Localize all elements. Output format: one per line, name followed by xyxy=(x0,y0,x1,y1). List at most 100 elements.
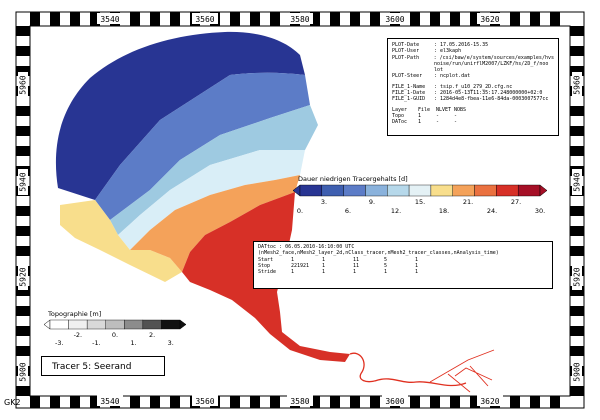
info-row: lot xyxy=(392,67,554,73)
frame-tick xyxy=(370,396,380,408)
info-key: PLOT-User xyxy=(392,48,420,55)
info-row: PLOT-Path: /csi/baw/e/system/sources/exa… xyxy=(392,55,554,61)
frame-tick xyxy=(130,396,140,408)
frame-tick xyxy=(90,396,100,408)
frame-tick xyxy=(570,106,584,116)
frame-tick xyxy=(90,12,100,26)
time-info-cell: Stride xyxy=(258,269,277,276)
river-branch-north xyxy=(429,349,495,393)
layer-cell: DAToc xyxy=(392,119,408,126)
layer-cell: NLVET xyxy=(436,106,452,113)
time-info-cell: 5 xyxy=(384,262,388,269)
info-value: : 1284d4e8-fbea-11e6-84da-0003007577cc xyxy=(434,96,549,103)
frame-tick xyxy=(16,146,30,156)
plot-info-box: PLOT-Date: 17.05.2016-15.35 PLOT-User: el… xyxy=(387,38,559,136)
time-info-table: Start 1 1 11 5 1 Stop 221921 1 11 5 1 Stride 1 1 1 1 1 xyxy=(258,257,446,276)
pale-water-region xyxy=(118,150,305,250)
frame-tick xyxy=(410,396,420,408)
axis-tick-label: 3600 xyxy=(382,13,408,24)
frame-tick xyxy=(170,396,180,408)
map-title: Tracer 5: Seerand xyxy=(52,362,132,372)
time-info-cell: 221921 xyxy=(291,262,310,269)
colorbar-swatch xyxy=(299,184,323,197)
svg-text:3600: 3600 xyxy=(385,397,404,406)
layer-cell: - xyxy=(454,119,458,126)
layer-row: Topo 1 - - xyxy=(392,113,554,119)
svg-text:5900: 5900 xyxy=(573,362,582,381)
axis-tick-label: 3600 xyxy=(382,395,408,406)
frame-tick xyxy=(570,146,584,156)
frame-tick xyxy=(570,206,584,216)
colorbar-tick-label: 6. xyxy=(344,207,352,215)
colorbar xyxy=(292,184,548,197)
time-info-cell: 1 xyxy=(322,256,326,263)
svg-text:3540: 3540 xyxy=(100,397,119,406)
colorbar-tick-label: 18. xyxy=(438,207,450,215)
info-row: FILE_1-GUID: 1284d4e8-fbea-11e6-84da-000… xyxy=(392,96,554,102)
frame-tick xyxy=(430,12,440,26)
time-info-row: Start 1 1 11 5 1 xyxy=(258,257,446,263)
time-info-dims: (nMesh2_face,nMesh2_layer_2d,nClass_trac… xyxy=(258,250,499,257)
layer-header: Layer File NLVET NOBS xyxy=(392,107,554,113)
frame-tick xyxy=(430,396,440,408)
axis-tick-label: 3620 xyxy=(477,395,503,406)
axis-tick-label: 3580 xyxy=(287,395,313,406)
svg-text:3560: 3560 xyxy=(195,15,214,24)
topography-tick-label: -1. xyxy=(92,339,101,347)
map-title-box: Tracer 5: Seerand xyxy=(41,356,165,376)
frame-tick xyxy=(16,346,30,356)
frame-tick xyxy=(270,396,280,408)
frame-tick xyxy=(470,12,480,26)
layer-cell: Layer xyxy=(392,106,408,113)
time-info-cell: 1 xyxy=(291,269,295,276)
frame-tick xyxy=(450,12,460,26)
svg-text:3560: 3560 xyxy=(195,397,214,406)
frame-tick xyxy=(470,396,480,408)
shallow-water-region xyxy=(110,105,318,235)
time-info-row: Stop 221921 1 11 5 1 xyxy=(258,263,446,269)
frame-tick xyxy=(350,12,360,26)
layer-cell: Topo xyxy=(392,112,405,119)
axis-tick-label: 3620 xyxy=(477,13,503,24)
colorbar-tick-label: 12. xyxy=(390,207,402,215)
axis-tick-label: 5920 xyxy=(18,264,28,290)
frame-tick xyxy=(570,246,584,256)
frame-tick xyxy=(230,12,240,26)
colorbar-tick-label: 30. xyxy=(534,207,546,215)
topography-tick-label: 1. xyxy=(130,339,137,347)
axis-tick-label: 5920 xyxy=(572,264,582,290)
frame-tick xyxy=(570,66,584,76)
frame-tick xyxy=(16,46,30,56)
info-value: : ncplot.dat xyxy=(434,73,471,80)
colorbar-swatch xyxy=(387,184,410,197)
info-value: : tsip.f_u10_279_2D.cfg.nc xyxy=(434,83,513,90)
time-info-cell: 1 xyxy=(353,269,357,276)
time-info-cell: 1 xyxy=(415,262,419,269)
info-value: : 2016-05-13T11:35:17.248000000+02:0 xyxy=(434,90,543,97)
topography-tick-label: 3. xyxy=(167,339,174,347)
svg-text:5900: 5900 xyxy=(19,362,28,381)
svg-text:5920: 5920 xyxy=(19,267,28,286)
frame-tick xyxy=(16,66,30,76)
time-info-cell: 1 xyxy=(291,256,295,263)
colorbar-tick-label: 27. xyxy=(510,198,522,206)
time-info-box: DATtoc : 06.05.2010-16:10:00 UTC (nMesh2… xyxy=(253,241,553,289)
layer-cell: File xyxy=(418,106,431,113)
layer-cell: - xyxy=(436,119,440,126)
time-info-cell: 11 xyxy=(353,256,360,263)
svg-text:3580: 3580 xyxy=(290,15,309,24)
colorbar-max-arrow xyxy=(539,184,548,197)
layer-cell: - xyxy=(454,112,458,119)
colorbar-swatch xyxy=(474,184,497,197)
svg-text:5960: 5960 xyxy=(19,75,28,94)
frame-tick xyxy=(350,396,360,408)
topography-swatch xyxy=(105,319,125,330)
info-key: PLOT-Steer xyxy=(392,73,423,80)
topography-max-arrow xyxy=(179,319,187,330)
svg-text:5920: 5920 xyxy=(573,267,582,286)
frame-tick xyxy=(450,396,460,408)
info-row: PLOT-Steer : ncplot.dat xyxy=(392,73,554,79)
frame-tick xyxy=(50,396,60,408)
frame-tick xyxy=(510,12,520,26)
frame-tick xyxy=(570,126,584,136)
